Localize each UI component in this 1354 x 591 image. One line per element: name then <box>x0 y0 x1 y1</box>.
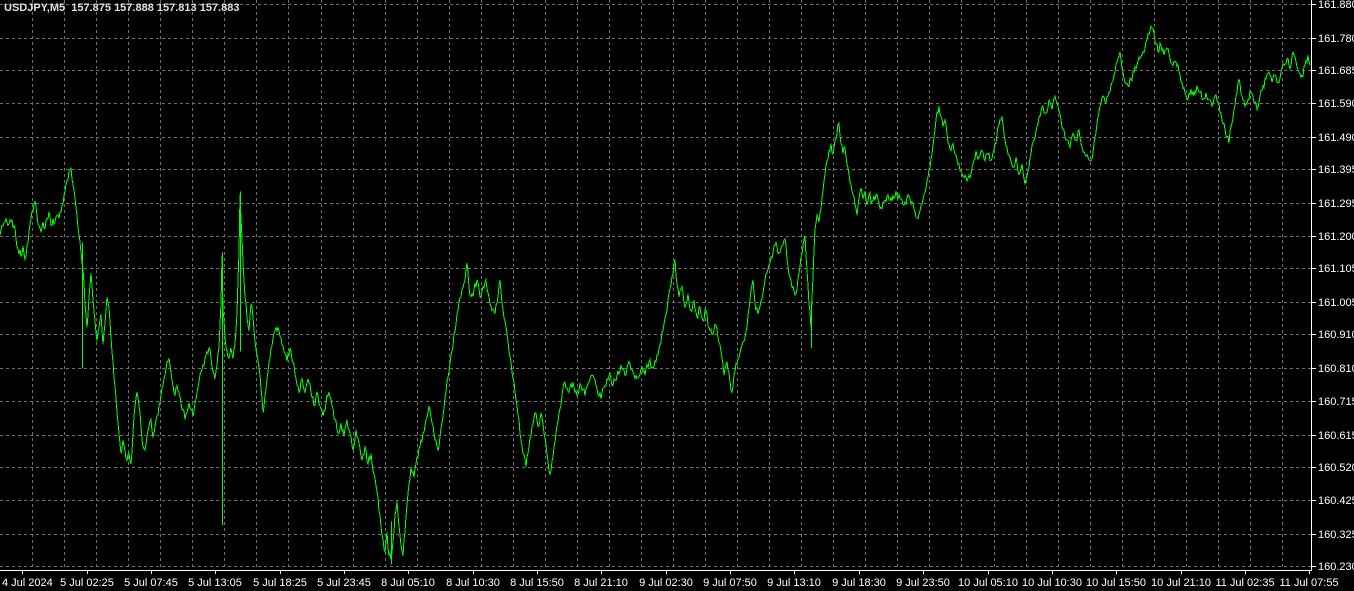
price-series-line <box>0 25 1311 560</box>
time-scale[interactable]: 4 Jul 2024 5 Jul 02:25 5 Jul 07:45 5 Jul 13… <box>2 570 1339 589</box>
time-label: 9 Jul 23:50 <box>896 577 950 589</box>
time-label: 11 Jul 02:35 <box>1215 577 1274 589</box>
price-label: 160.715 <box>1318 396 1354 408</box>
time-label: 10 Jul 10:30 <box>1022 577 1082 589</box>
time-label: 9 Jul 13:10 <box>767 577 821 589</box>
axes-lines <box>0 0 1312 571</box>
price-label: 161.880 <box>1318 0 1354 11</box>
time-label: 9 Jul 07:50 <box>703 577 757 589</box>
time-label: 9 Jul 02:30 <box>639 577 693 589</box>
price-label: 160.230 <box>1318 561 1354 573</box>
time-label: 5 Jul 18:25 <box>253 577 307 589</box>
time-label: 5 Jul 07:45 <box>124 577 178 589</box>
time-label: 5 Jul 13:05 <box>188 577 242 589</box>
time-label: 10 Jul 05:10 <box>958 577 1018 589</box>
time-label: 8 Jul 15:50 <box>510 577 564 589</box>
time-label: 4 Jul 2024 <box>2 577 53 589</box>
price-label: 160.520 <box>1318 462 1354 474</box>
price-label: 161.590 <box>1318 98 1354 110</box>
price-label: 160.810 <box>1318 363 1354 375</box>
time-label: 5 Jul 23:45 <box>317 577 371 589</box>
symbol-ohlc-label: USDJPY,M5 157.875 157.888 157.813 157.88… <box>4 2 240 14</box>
grid-lines <box>0 0 1311 570</box>
price-label: 161.490 <box>1318 132 1354 144</box>
time-label: 5 Jul 02:25 <box>60 577 114 589</box>
price-label: 161.780 <box>1318 33 1354 45</box>
price-label: 160.615 <box>1318 430 1354 442</box>
price-label: 161.200 <box>1318 231 1354 243</box>
price-scale[interactable]: 161.880 161.780 161.685 161.590 161.490 161.3… <box>1311 0 1354 573</box>
time-label: 9 Jul 18:30 <box>832 577 886 589</box>
time-label: 10 Jul 21:10 <box>1151 577 1211 589</box>
price-label: 161.395 <box>1318 164 1354 176</box>
time-label: 8 Jul 21:10 <box>574 577 628 589</box>
price-label: 161.005 <box>1318 297 1354 309</box>
time-label: 10 Jul 15:50 <box>1086 577 1146 589</box>
time-label: 8 Jul 05:10 <box>381 577 435 589</box>
price-label: 160.910 <box>1318 329 1354 341</box>
price-label: 161.685 <box>1318 65 1354 77</box>
price-label: 161.105 <box>1318 263 1354 275</box>
time-label: 8 Jul 10:30 <box>446 577 500 589</box>
price-series <box>0 25 1311 565</box>
price-label: 161.295 <box>1318 198 1354 210</box>
time-label: 11 Jul 07:55 <box>1279 577 1338 589</box>
price-label: 160.425 <box>1318 495 1354 507</box>
price-label: 160.325 <box>1318 529 1354 541</box>
